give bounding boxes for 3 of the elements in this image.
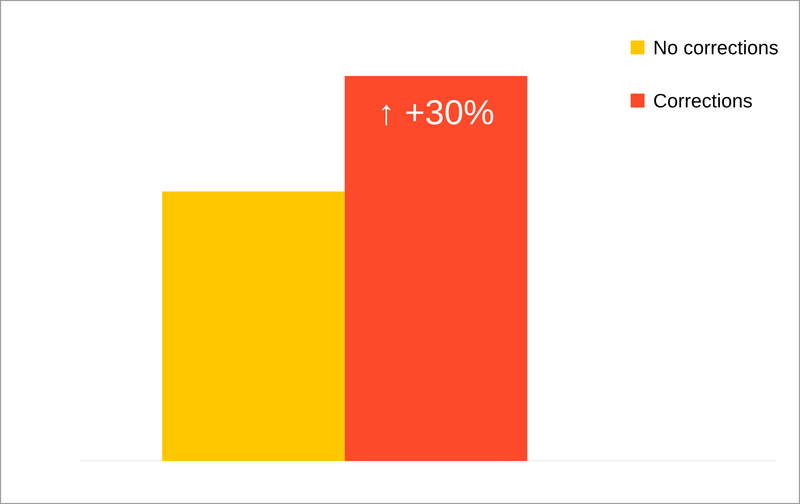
annotation: ↑ +30%	[382, 100, 494, 126]
legend-label: Corrections	[654, 93, 752, 108]
legend-label: No corrections	[654, 40, 778, 54]
